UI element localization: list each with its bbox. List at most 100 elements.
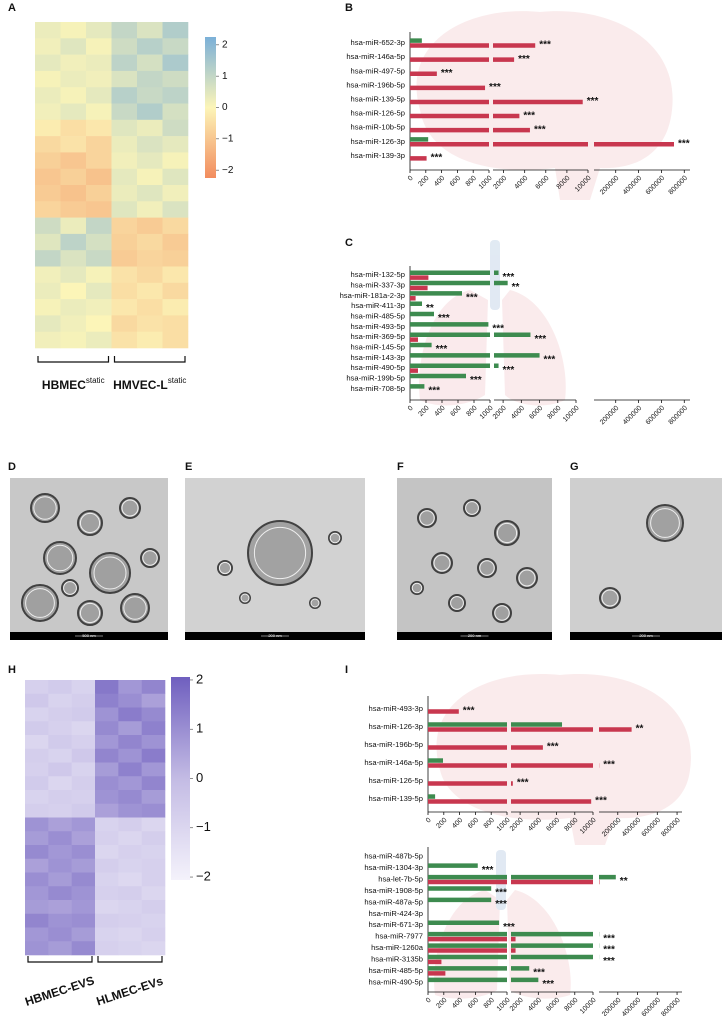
heatmap-cell [48, 680, 72, 695]
heatmap-cell [141, 707, 166, 722]
heatmap-cell [141, 817, 166, 832]
micrograph: 200 nm [185, 478, 365, 640]
bar [428, 874, 616, 880]
heatmap-cell [86, 331, 112, 349]
group-label: HBMEC-EVS [23, 973, 96, 1009]
category-label: hsa-miR-139-5p [351, 95, 405, 104]
heatmap-cell [141, 845, 166, 860]
x-tick-label: 2000 [492, 405, 508, 421]
heatmap-cell [25, 858, 49, 873]
heatmap-cell [141, 762, 166, 777]
heatmap-cell [60, 70, 87, 88]
significance: *** [441, 68, 453, 79]
x-tick-label: 1000 [496, 817, 512, 833]
category-label: hsa-let-7b-5p [378, 875, 423, 884]
x-tick-label: 0 [425, 997, 433, 1005]
heatmap-cell [141, 941, 166, 956]
vesicle [417, 508, 437, 528]
heatmap-cell [60, 103, 87, 121]
bar [428, 954, 600, 960]
heatmap-cell [162, 38, 189, 55]
vesicle-rim [79, 602, 101, 624]
x-tick-label: 800000 [668, 405, 690, 427]
heatmap-cell [162, 217, 189, 235]
heatmap-cell [111, 119, 138, 137]
significance: ** [426, 303, 434, 314]
vesicle-rim [450, 596, 464, 610]
heatmap-cell [111, 185, 138, 202]
heatmap-cell [60, 331, 87, 349]
significance: *** [539, 40, 551, 51]
vesicle [77, 600, 103, 626]
heatmap-cell [137, 315, 163, 332]
heatmap-cell [111, 168, 138, 186]
x-tick-label: 200 [417, 175, 430, 188]
vesicle [463, 499, 481, 517]
heatmap-cell [25, 803, 49, 818]
significance: *** [517, 778, 529, 789]
x-tick-label: 8000 [564, 997, 580, 1013]
heatmap-cell [60, 201, 87, 218]
heatmap-cell [95, 693, 119, 708]
significance: *** [482, 865, 494, 876]
significance: *** [428, 385, 440, 396]
bar [428, 966, 530, 971]
heatmap-cell [35, 168, 61, 186]
bar [428, 948, 516, 953]
colorbar [205, 37, 216, 178]
bar [410, 43, 536, 48]
vesicle-rim [496, 522, 518, 544]
heatmap-cell [111, 250, 138, 267]
heatmap-cell [86, 282, 112, 300]
heatmap-cell [86, 201, 112, 218]
heatmap-cell [162, 87, 189, 104]
heatmap-cell [60, 282, 87, 300]
heatmap-cell [141, 803, 166, 818]
bar [428, 886, 492, 891]
heatmap-cell [48, 721, 72, 736]
colorbar-tick-label: 2 [196, 671, 203, 686]
bar [428, 959, 442, 965]
group-name: HLMEC-EVs [95, 974, 166, 1009]
vesicle [492, 603, 512, 623]
x-tick-label: 800000 [660, 817, 682, 839]
heatmap-cell [35, 331, 61, 349]
heatmap-cell [118, 803, 142, 818]
bar [428, 794, 436, 799]
heatmap-cell [118, 886, 142, 901]
heatmap-cell [48, 693, 72, 708]
significance: *** [534, 124, 546, 135]
heatmap-cell [137, 22, 163, 39]
vesicle-rim [121, 499, 139, 517]
scale-bar-label: 200 nm [268, 633, 282, 638]
x-tick-label: 10000 [579, 997, 598, 1016]
heatmap-cell [95, 927, 119, 942]
heatmap-cell [118, 748, 142, 763]
significance: *** [547, 742, 559, 753]
significance: *** [438, 313, 450, 324]
group-label: HMVEC-Lstatic [113, 376, 186, 392]
vesicle [477, 558, 497, 578]
group-label: HBMECstatic [42, 376, 105, 392]
heatmap-cell [60, 136, 87, 153]
heatmap-cell [86, 185, 112, 202]
category-label: hsa-miR-146a-5p [346, 52, 405, 61]
bar [410, 296, 416, 301]
x-tick-label: 2000 [509, 997, 525, 1013]
significance: *** [503, 272, 515, 283]
heatmap-cell [71, 735, 96, 750]
colorbar-tick-label: 1 [222, 71, 228, 82]
heatmap-cell [25, 900, 49, 915]
category-label: hsa-miR-369-5p [351, 332, 405, 341]
category-label: hsa-miR-139-3p [351, 151, 405, 160]
x-tick-label: 400 [434, 405, 447, 418]
category-label: hsa-miR-424-3p [369, 909, 423, 918]
category-label: hsa-miR-411-3p [351, 301, 405, 310]
heatmap-cell [141, 693, 166, 708]
scale-bar-label: 200 nm [639, 633, 653, 638]
heatmap-cell [141, 913, 166, 928]
vesicle [309, 597, 321, 609]
bar [410, 85, 486, 91]
bar [428, 977, 539, 983]
heatmap-cell [162, 201, 189, 218]
